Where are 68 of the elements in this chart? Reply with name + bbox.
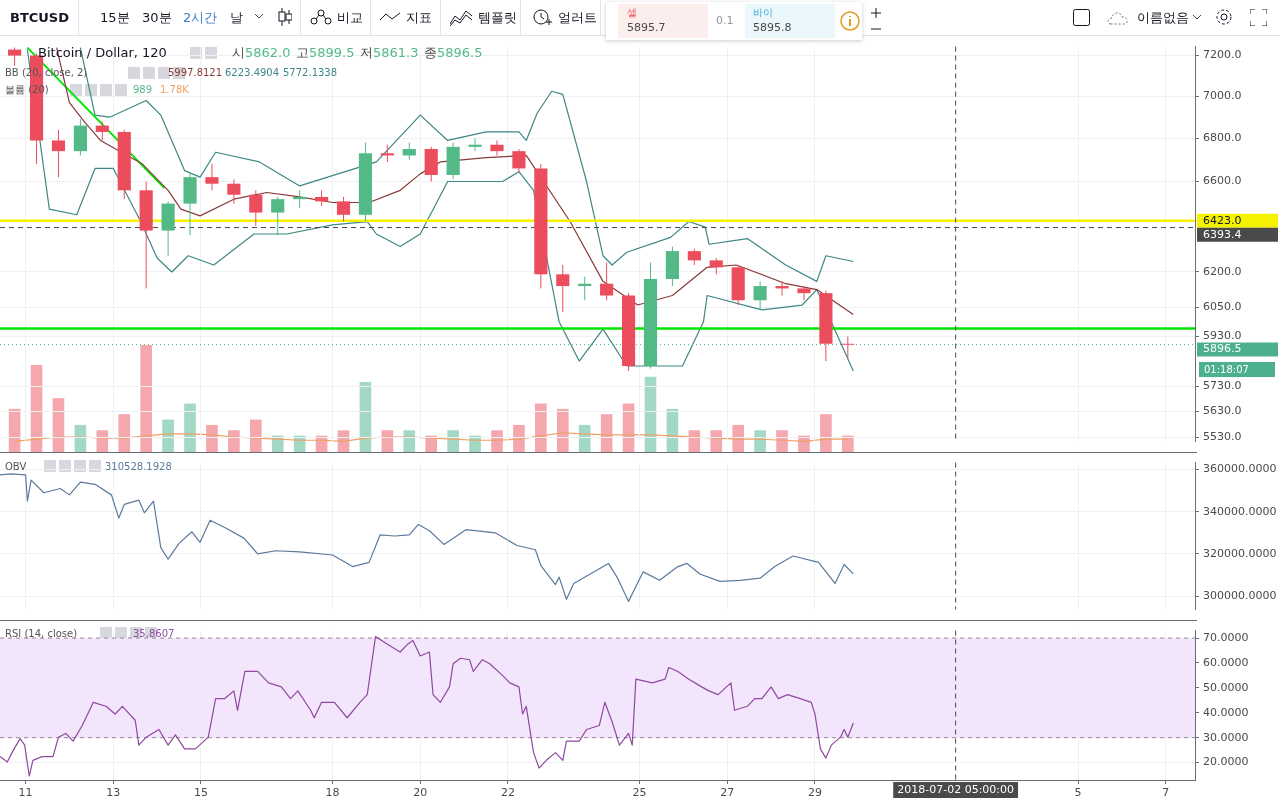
ref-line-label: 6423.0 xyxy=(1203,213,1242,227)
x-tick-label: 18 xyxy=(325,786,340,800)
x-tick-label: 11 xyxy=(18,786,33,800)
annotation: 5896.5 xyxy=(437,45,483,60)
x-tick-label: 5 xyxy=(1074,786,1082,800)
x-tick-label: 13 xyxy=(106,786,121,800)
y-tick-label: 70.0000 xyxy=(1203,630,1249,644)
x-tick-label: 15 xyxy=(193,786,208,800)
y-tick-label: 5630.0 xyxy=(1203,404,1242,418)
annotation: OBV xyxy=(5,460,27,474)
x-tick-label: 29 xyxy=(807,786,822,800)
annotation: 종 xyxy=(424,45,437,60)
annotation: 5772.1338 xyxy=(283,66,338,80)
text: 01:18:07 xyxy=(1199,362,1275,377)
annotation: 5861.3 xyxy=(373,45,419,60)
text: 30분 xyxy=(142,10,172,25)
y-tick-label: 60.0000 xyxy=(1203,655,1249,669)
y-tick-label: 360000.0000 xyxy=(1203,462,1277,476)
annotation: 5997.8121 xyxy=(168,66,223,80)
text: 비교 xyxy=(337,10,363,25)
annotation: 5899.5 xyxy=(309,45,355,60)
y-tick-label: 6800.0 xyxy=(1203,131,1242,145)
y-tick-label: 40.0000 xyxy=(1203,705,1249,719)
annotation: 6223.4904 xyxy=(225,66,280,80)
y-tick-label: 5930.0 xyxy=(1203,329,1242,343)
ref-line-label: 2018-07-02 05:00:00 xyxy=(897,782,1015,796)
text: 지표 xyxy=(406,10,432,25)
text: 5895.7 xyxy=(627,20,666,35)
y-tick-label: 50.0000 xyxy=(1203,680,1249,694)
text: BTCUSD xyxy=(10,10,70,25)
y-tick-label: 6200.0 xyxy=(1203,264,1242,278)
x-tick-label: 22 xyxy=(500,786,515,800)
x-tick-label: 20 xyxy=(413,786,428,800)
text: 얼러트 xyxy=(558,10,597,25)
ref-line-label: 6393.4 xyxy=(1203,227,1242,241)
text: 15분 xyxy=(100,10,130,25)
y-tick-label: 5530.0 xyxy=(1203,430,1242,444)
y-tick-label: 5730.0 xyxy=(1203,378,1242,392)
x-tick-label: 7 xyxy=(1162,786,1170,800)
y-tick-label: 320000.0000 xyxy=(1203,546,1277,560)
text: 2시간 xyxy=(183,10,218,25)
ref-line-label: 5896.5 xyxy=(1203,342,1242,356)
y-tick-label: 6600.0 xyxy=(1203,174,1242,188)
annotation: 고 xyxy=(296,45,309,60)
annotation: 시 xyxy=(232,45,245,60)
text: 셀 xyxy=(627,6,637,20)
y-tick-label: 6050.0 xyxy=(1203,300,1242,314)
annotation: 5862.0 xyxy=(245,45,291,60)
y-tick-label: 30.0000 xyxy=(1203,730,1249,744)
annotation: 1.78K xyxy=(160,83,189,97)
annotation: RSI (14, close) xyxy=(5,627,78,641)
y-tick-label: 7200.0 xyxy=(1203,48,1242,62)
y-tick-label: 340000.0000 xyxy=(1203,504,1277,518)
text: 5895.8 xyxy=(753,20,792,35)
y-tick-label: 20.0000 xyxy=(1203,755,1249,769)
annotation: 35.8607 xyxy=(133,627,175,641)
text: 날 xyxy=(230,10,243,25)
annotation: 저 xyxy=(360,45,373,60)
y-tick-label: 300000.0000 xyxy=(1203,588,1277,602)
x-tick-label: 27 xyxy=(720,786,735,800)
text: 템플릿 xyxy=(478,10,517,25)
annotation: 989 xyxy=(133,83,153,97)
y-tick-label: 7000.0 xyxy=(1203,89,1242,103)
text: 바이 xyxy=(753,6,773,20)
annotation: 310528.1928 xyxy=(105,460,172,474)
text: 이름없음 xyxy=(1137,10,1189,25)
text: 0.1 xyxy=(716,13,734,28)
x-tick-label: 25 xyxy=(632,786,647,800)
